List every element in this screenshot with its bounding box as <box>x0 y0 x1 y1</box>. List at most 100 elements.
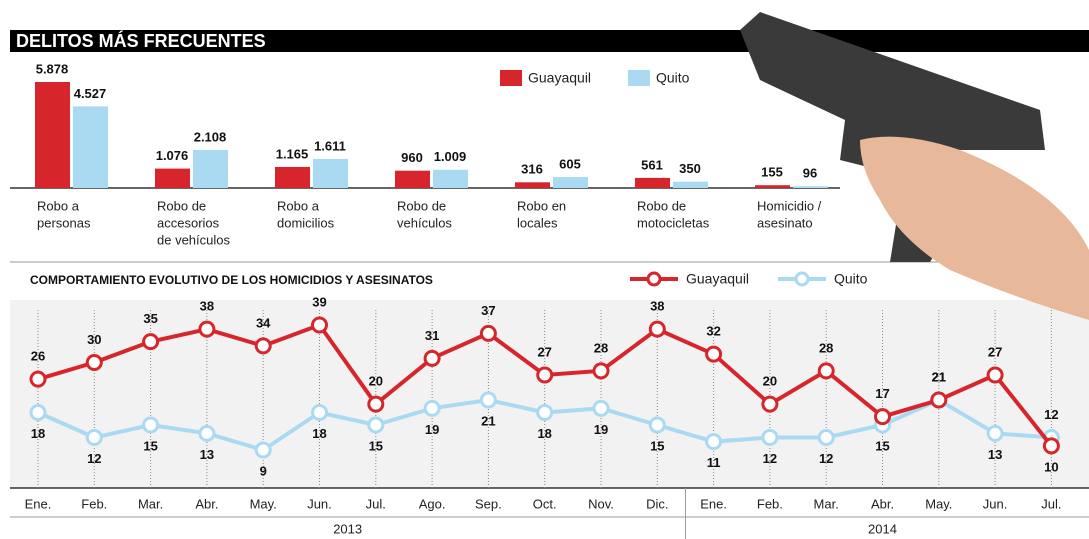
point <box>1042 437 1060 455</box>
point <box>423 349 441 367</box>
value-label: 2.108 <box>194 129 227 144</box>
x-tick-label: Dic. <box>646 496 668 511</box>
point <box>705 433 723 451</box>
bar <box>193 149 228 188</box>
value-label: 15 <box>143 438 157 453</box>
value-label: 1.076 <box>156 148 189 163</box>
value-label: 316 <box>521 162 543 177</box>
value-label: 350 <box>679 161 701 176</box>
category-label: vehículos <box>397 215 452 230</box>
category-label: asesinato <box>757 215 813 230</box>
value-label: 15 <box>369 438 383 453</box>
value-label: 18 <box>537 426 551 441</box>
legend-label: Guayaquil <box>686 271 749 287</box>
plot-bg <box>10 300 1089 488</box>
point <box>986 366 1004 384</box>
value-label: 38 <box>200 299 214 314</box>
value-label: 28 <box>594 340 608 355</box>
value-label: 155 <box>761 165 783 180</box>
value-label: 27 <box>537 344 551 359</box>
x-tick-label: Oct. <box>533 496 557 511</box>
point <box>85 429 103 446</box>
point <box>142 416 160 434</box>
value-label: 21 <box>932 369 946 384</box>
x-tick-label: Ago. <box>419 496 446 511</box>
point <box>592 399 610 417</box>
value-label: 31 <box>425 328 439 343</box>
point <box>198 320 216 338</box>
point <box>367 395 385 413</box>
value-label: 561 <box>641 157 663 172</box>
bar <box>313 158 348 188</box>
point <box>29 370 47 388</box>
point <box>536 366 554 384</box>
value-label: 12 <box>1044 407 1058 422</box>
year-label: 2013 <box>333 521 362 536</box>
value-label: 5.878 <box>36 61 69 76</box>
value-label: 960 <box>401 150 423 165</box>
point <box>705 345 723 363</box>
x-tick-label: May. <box>925 496 952 511</box>
x-tick-label: Abr. <box>195 496 218 511</box>
point <box>198 424 216 442</box>
point <box>648 416 666 434</box>
value-label: 12 <box>87 451 101 466</box>
value-label: 15 <box>650 438 664 453</box>
bar <box>755 185 790 188</box>
bar <box>433 169 468 188</box>
category-label: Robo a <box>37 198 80 213</box>
value-label: 96 <box>803 166 817 181</box>
chart-title: DELITOS MÁS FRECUENTES <box>16 30 266 51</box>
category-label: domicilios <box>277 215 335 230</box>
value-label: 28 <box>819 340 833 355</box>
x-tick-label: Ene. <box>700 496 727 511</box>
x-tick-label: Abr. <box>871 496 894 511</box>
point <box>479 391 497 409</box>
point <box>648 320 666 338</box>
category-label: Robo en <box>517 198 566 213</box>
pistol <box>740 12 1089 320</box>
value-label: 15 <box>875 438 889 453</box>
bar <box>673 181 708 188</box>
point <box>536 404 554 421</box>
category-label: Robo de <box>397 198 446 213</box>
legend-label: Quito <box>834 271 868 287</box>
category-label: Robo de <box>157 198 206 213</box>
value-label: 21 <box>932 369 946 384</box>
x-tick-label: Jul. <box>366 496 386 511</box>
legend-label: Quito <box>656 70 690 86</box>
point <box>817 362 835 380</box>
value-label: 19 <box>425 422 439 437</box>
x-tick-label: Sep. <box>475 496 502 511</box>
point <box>142 333 160 351</box>
bar <box>635 177 670 188</box>
line-chart-title: COMPORTAMIENTO EVOLUTIVO DE LOS HOMICIDI… <box>30 273 433 287</box>
value-label: 32 <box>706 324 720 339</box>
point <box>423 399 441 417</box>
value-label: 13 <box>988 447 1002 462</box>
year-label: 2014 <box>868 521 897 536</box>
value-label: 9 <box>260 463 267 478</box>
bar <box>515 182 550 188</box>
category-label: accesorios <box>157 215 220 230</box>
bar <box>793 186 828 188</box>
point <box>761 429 779 446</box>
point <box>874 408 891 426</box>
value-label: 34 <box>256 315 271 330</box>
value-label: 605 <box>559 157 581 172</box>
point <box>930 391 948 409</box>
value-label: 26 <box>31 349 45 364</box>
value-label: 11 <box>707 455 721 470</box>
category-label: Homicidio / <box>757 198 822 213</box>
category-label: Robo de <box>637 198 686 213</box>
value-label: 30 <box>87 332 101 347</box>
legend-swatch <box>500 70 522 86</box>
value-label: 19 <box>594 422 608 437</box>
bar <box>395 170 430 188</box>
value-label: 1.611 <box>314 138 346 153</box>
category-label: de vehículos <box>157 232 230 247</box>
point <box>29 404 47 421</box>
point <box>817 429 835 446</box>
point <box>592 362 610 380</box>
point <box>761 395 779 413</box>
